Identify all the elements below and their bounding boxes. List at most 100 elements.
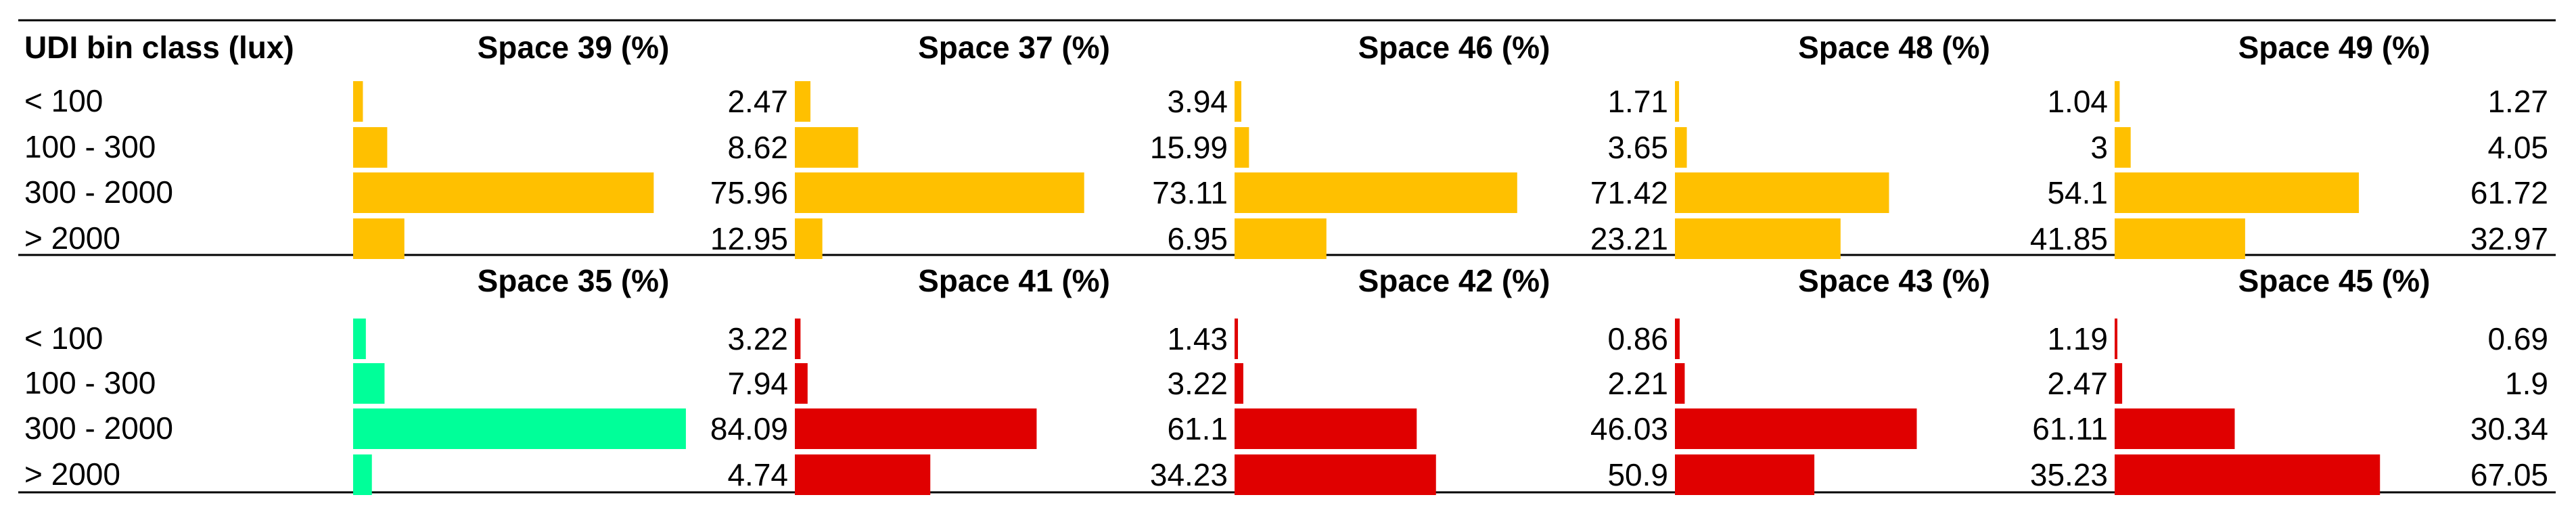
value-label-0-2-0: 1.71 bbox=[1607, 84, 1668, 119]
value-label-0-3-1: 3 bbox=[2090, 130, 2108, 165]
value-label-0-3-0: 1.04 bbox=[2047, 84, 2108, 119]
value-label-0-0-2: 75.96 bbox=[710, 175, 788, 210]
row-label-0-2: 300 - 2000 bbox=[24, 174, 173, 210]
value-label-0-1-0: 3.94 bbox=[1167, 84, 1228, 119]
bar-1-3-0 bbox=[1675, 319, 1680, 359]
value-label-0-3-2: 54.1 bbox=[2047, 175, 2108, 210]
row-label-1-2: 300 - 2000 bbox=[24, 411, 173, 446]
value-label-1-2-1: 2.21 bbox=[1607, 366, 1668, 401]
bar-1-0-0 bbox=[353, 319, 366, 359]
bar-0-2-3 bbox=[1235, 218, 1327, 259]
bar-1-0-1 bbox=[353, 363, 385, 404]
bar-0-0-1 bbox=[353, 127, 388, 168]
value-label-1-3-0: 1.19 bbox=[2047, 321, 2108, 356]
bar-1-0-2 bbox=[353, 408, 686, 449]
bar-0-4-1 bbox=[2115, 127, 2131, 168]
bar-0-4-0 bbox=[2115, 81, 2120, 122]
row-label-1-3: > 2000 bbox=[24, 456, 120, 492]
bar-0-1-3 bbox=[795, 218, 823, 259]
bar-0-4-3 bbox=[2115, 218, 2245, 259]
value-label-1-3-1: 2.47 bbox=[2047, 366, 2108, 401]
bar-1-4-3 bbox=[2115, 454, 2380, 495]
bar-1-1-1 bbox=[795, 363, 808, 404]
bar-0-3-2 bbox=[1675, 172, 1889, 213]
value-label-0-0-3: 12.95 bbox=[710, 221, 788, 256]
space-header-0-3: Space 48 (%) bbox=[1798, 30, 1990, 65]
space-header-0-0: Space 39 (%) bbox=[478, 30, 670, 65]
value-label-1-4-0: 0.69 bbox=[2487, 321, 2548, 356]
value-label-0-4-3: 32.97 bbox=[2470, 221, 2548, 256]
value-label-1-2-0: 0.86 bbox=[1607, 321, 1668, 356]
value-label-0-2-2: 71.42 bbox=[1590, 175, 1668, 210]
bar-1-2-0 bbox=[1235, 319, 1239, 359]
bar-0-0-0 bbox=[353, 81, 363, 122]
value-label-1-2-3: 50.9 bbox=[1607, 457, 1668, 492]
space-header-1-1: Space 41 (%) bbox=[918, 263, 1110, 298]
bar-0-1-0 bbox=[795, 81, 811, 122]
header-label: UDI bin class (lux) bbox=[24, 30, 294, 65]
value-label-0-0-0: 2.47 bbox=[727, 84, 788, 119]
value-label-0-1-1: 15.99 bbox=[1150, 130, 1228, 165]
space-header-0-4: Space 49 (%) bbox=[2238, 30, 2431, 65]
bar-1-0-3 bbox=[353, 454, 372, 495]
bar-0-2-0 bbox=[1235, 81, 1242, 122]
row-label-1-1: 100 - 300 bbox=[24, 365, 156, 400]
space-header-1-0: Space 35 (%) bbox=[478, 263, 670, 298]
value-label-1-0-0: 3.22 bbox=[727, 321, 788, 356]
row-label-1-0: < 100 bbox=[24, 321, 103, 356]
space-header-0-1: Space 37 (%) bbox=[918, 30, 1110, 65]
row-label-0-1: 100 - 300 bbox=[24, 129, 156, 164]
value-label-1-0-2: 84.09 bbox=[710, 411, 788, 446]
bar-0-0-3 bbox=[353, 218, 405, 259]
value-label-1-0-1: 7.94 bbox=[727, 366, 788, 401]
bar-1-2-1 bbox=[1235, 363, 1243, 404]
value-label-1-3-3: 35.23 bbox=[2030, 457, 2108, 492]
bar-0-2-2 bbox=[1235, 172, 1517, 213]
value-label-1-0-3: 4.74 bbox=[727, 457, 788, 492]
bar-0-1-2 bbox=[795, 172, 1084, 213]
bar-1-1-3 bbox=[795, 454, 931, 495]
value-label-0-0-1: 8.62 bbox=[727, 130, 788, 165]
bar-1-1-0 bbox=[795, 319, 801, 359]
value-label-1-2-2: 46.03 bbox=[1590, 411, 1668, 446]
space-header-1-3: Space 43 (%) bbox=[1798, 263, 1990, 298]
value-label-0-4-2: 61.72 bbox=[2470, 175, 2548, 210]
value-label-1-1-2: 61.1 bbox=[1167, 411, 1228, 446]
value-label-0-2-3: 23.21 bbox=[1590, 221, 1668, 256]
bar-0-3-3 bbox=[1675, 218, 1841, 259]
bar-1-4-0 bbox=[2115, 319, 2118, 359]
value-label-1-1-1: 3.22 bbox=[1167, 366, 1228, 401]
bar-1-2-2 bbox=[1235, 408, 1417, 449]
bar-0-3-0 bbox=[1675, 81, 1680, 122]
value-label-1-4-3: 67.05 bbox=[2470, 457, 2548, 492]
bar-1-3-1 bbox=[1675, 363, 1685, 404]
bar-0-1-1 bbox=[795, 127, 858, 168]
space-header-0-2: Space 46 (%) bbox=[1358, 30, 1550, 65]
bar-0-4-2 bbox=[2115, 172, 2360, 213]
bar-1-2-3 bbox=[1235, 454, 1436, 495]
value-label-1-4-1: 1.9 bbox=[2505, 366, 2548, 401]
bar-1-1-2 bbox=[795, 408, 1037, 449]
bar-0-3-1 bbox=[1675, 127, 1687, 168]
value-label-1-1-3: 34.23 bbox=[1150, 457, 1228, 492]
space-header-1-4: Space 45 (%) bbox=[2238, 263, 2431, 298]
bar-0-2-1 bbox=[1235, 127, 1249, 168]
bar-1-3-2 bbox=[1675, 408, 1917, 449]
value-label-0-1-3: 6.95 bbox=[1167, 221, 1228, 256]
space-header-1-2: Space 42 (%) bbox=[1358, 263, 1550, 298]
value-label-0-2-1: 3.65 bbox=[1607, 130, 1668, 165]
value-label-1-4-2: 30.34 bbox=[2470, 411, 2548, 446]
bar-0-0-2 bbox=[353, 172, 654, 213]
row-label-0-0: < 100 bbox=[24, 83, 103, 118]
value-label-0-4-1: 4.05 bbox=[2487, 130, 2548, 165]
bar-1-3-3 bbox=[1675, 454, 1815, 495]
row-label-0-3: > 2000 bbox=[24, 220, 120, 256]
value-label-0-4-0: 1.27 bbox=[2487, 84, 2548, 119]
bar-1-4-2 bbox=[2115, 408, 2235, 449]
value-label-1-3-2: 61.11 bbox=[2032, 411, 2108, 446]
bar-1-4-1 bbox=[2115, 363, 2123, 404]
value-label-1-1-0: 1.43 bbox=[1167, 321, 1228, 356]
value-label-0-3-3: 41.85 bbox=[2030, 221, 2108, 256]
value-label-0-1-2: 73.11 bbox=[1152, 175, 1228, 210]
